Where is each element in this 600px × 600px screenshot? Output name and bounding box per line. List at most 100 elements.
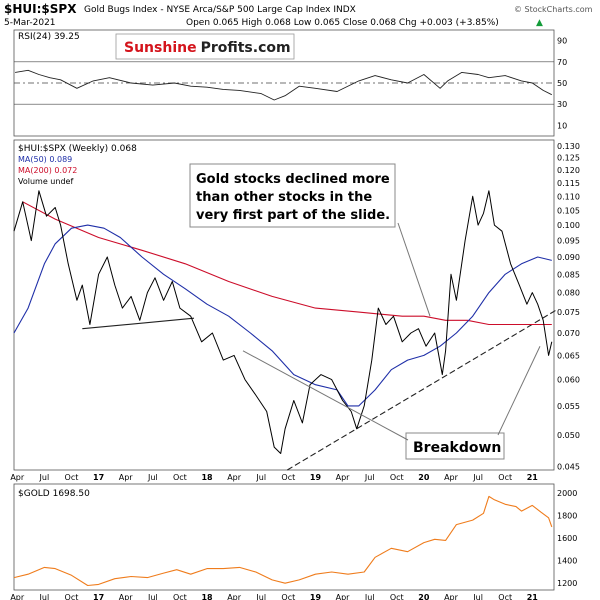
callout-line-2: than other stocks in the bbox=[196, 190, 372, 205]
gold-ytick-label: 2000 bbox=[557, 489, 577, 498]
price-ytick-label: 0.105 bbox=[557, 206, 580, 215]
ma200-legend: MA(200) 0.072 bbox=[18, 166, 77, 175]
support-trendline bbox=[82, 317, 195, 330]
xtick-label: 21 bbox=[527, 593, 539, 600]
rsi-ytick-label: 30 bbox=[557, 100, 567, 109]
xtick-label: Apr bbox=[444, 593, 459, 600]
xtick-label: Jul bbox=[364, 593, 375, 600]
xtick-label: Jul bbox=[255, 473, 266, 482]
xtick-label: Apr bbox=[444, 473, 459, 482]
xtick-label: Jul bbox=[39, 473, 50, 482]
gold-ytick-label: 1200 bbox=[557, 579, 577, 588]
price-ytick-label: 0.100 bbox=[557, 221, 580, 230]
xtick-label: Jul bbox=[472, 593, 483, 600]
xtick-label: Oct bbox=[65, 593, 79, 600]
xtick-label: 20 bbox=[418, 593, 430, 600]
rsi-ytick-label: 70 bbox=[557, 58, 567, 67]
xtick-label: Apr bbox=[336, 593, 351, 600]
ma200-line bbox=[22, 201, 552, 326]
price-ytick-label: 0.085 bbox=[557, 270, 580, 279]
callout-line-1: Gold stocks declined more bbox=[196, 172, 390, 187]
rising-support-trendline bbox=[286, 309, 557, 471]
xtick-label: 19 bbox=[310, 593, 322, 600]
price-ytick-label: 0.060 bbox=[557, 376, 580, 385]
breakdown-pointer-line bbox=[497, 346, 541, 436]
price-ytick-label: 0.075 bbox=[557, 308, 580, 317]
chart-date: 5-Mar-2021 bbox=[4, 18, 56, 28]
ma50-legend: MA(50) 0.089 bbox=[18, 155, 72, 164]
logo-part2: Profits.com bbox=[201, 40, 291, 56]
xtick-label: Apr bbox=[119, 593, 134, 600]
up-arrow-icon: ▲ bbox=[536, 18, 543, 28]
price-ytick-label: 0.125 bbox=[557, 154, 580, 163]
gold-line bbox=[13, 495, 553, 587]
ma50-line bbox=[13, 224, 552, 407]
xtick-label: 20 bbox=[418, 473, 430, 482]
xtick-label: Oct bbox=[65, 473, 79, 482]
callout-pointer-line bbox=[397, 222, 431, 317]
rsi-series-line bbox=[15, 69, 553, 101]
xtick-label: Oct bbox=[498, 593, 512, 600]
price-ytick-label: 0.080 bbox=[557, 289, 580, 298]
ohlc-readout: Open 0.065 High 0.068 Low 0.065 Close 0.… bbox=[186, 18, 499, 28]
xtick-label: Apr bbox=[227, 473, 242, 482]
xtick-label: Apr bbox=[10, 473, 25, 482]
xtick-label: 18 bbox=[201, 473, 213, 482]
rsi-ytick-label: 10 bbox=[557, 121, 567, 130]
logo-box bbox=[115, 33, 295, 60]
price-ytick-label: 0.070 bbox=[557, 329, 580, 338]
xtick-label: Jul bbox=[39, 593, 50, 600]
xtick-label: Oct bbox=[173, 473, 187, 482]
logo-part1: Sunshine bbox=[124, 40, 197, 56]
callout-box bbox=[189, 163, 396, 228]
price-line bbox=[13, 190, 553, 454]
xtick-label: Oct bbox=[173, 593, 187, 600]
gold-ytick-label: 1600 bbox=[557, 534, 577, 543]
price-ytick-label: 0.065 bbox=[557, 351, 580, 360]
stockcharts-watermark: © StockCharts.com bbox=[514, 5, 593, 14]
xtick-label: Jul bbox=[147, 473, 158, 482]
xtick-label: 17 bbox=[93, 593, 104, 600]
xtick-label: Apr bbox=[336, 473, 351, 482]
callout-line-3: very first part of the slide. bbox=[196, 208, 390, 223]
xtick-label: Oct bbox=[390, 473, 404, 482]
gold-panel bbox=[13, 483, 555, 591]
xtick-label: Jul bbox=[472, 473, 483, 482]
chart-description: Gold Bugs Index - NYSE Arca/S&P 500 Larg… bbox=[84, 5, 356, 15]
xtick-label: Oct bbox=[281, 473, 295, 482]
price-ytick-label: 0.050 bbox=[557, 431, 580, 440]
logo: Sunshine Profits.com bbox=[124, 40, 291, 56]
price-ytick-label: 0.115 bbox=[557, 179, 580, 188]
breakdown-annotation: Breakdown bbox=[405, 432, 505, 460]
xtick-label: Jul bbox=[364, 473, 375, 482]
xtick-label: Jul bbox=[147, 593, 158, 600]
xtick-label: 18 bbox=[201, 593, 213, 600]
gold-legend: $GOLD 1698.50 bbox=[18, 489, 90, 499]
xtick-label: Jul bbox=[255, 593, 266, 600]
rsi-ytick-label: 50 bbox=[557, 79, 567, 88]
xtick-label: Oct bbox=[498, 473, 512, 482]
callout-annotation: Gold stocks declined more than other sto… bbox=[189, 163, 396, 228]
xtick-label: Oct bbox=[390, 593, 404, 600]
price-ytick-label: 0.090 bbox=[557, 253, 580, 262]
price-legend: $HUI:$SPX (Weekly) 0.068 bbox=[18, 144, 137, 154]
xtick-label: Apr bbox=[10, 593, 25, 600]
xtick-label: Apr bbox=[119, 473, 134, 482]
xtick-label: 19 bbox=[310, 473, 322, 482]
price-ytick-label: 0.110 bbox=[557, 192, 580, 201]
price-ytick-label: 0.055 bbox=[557, 402, 580, 411]
breakdown-box bbox=[405, 432, 505, 460]
chart-symbol: $HUI:$SPX bbox=[4, 2, 77, 16]
price-ytick-label: 0.120 bbox=[557, 166, 580, 175]
rsi-legend: RSI(24) 39.25 bbox=[18, 32, 80, 42]
gold-ytick-label: 1400 bbox=[557, 557, 577, 566]
volume-legend: Volume undef bbox=[18, 177, 73, 186]
price-ytick-label: 0.045 bbox=[557, 463, 580, 472]
xtick-label: Apr bbox=[227, 593, 242, 600]
price-ytick-label: 0.130 bbox=[557, 142, 580, 151]
gold-ytick-label: 1800 bbox=[557, 512, 577, 521]
rsi-ytick-label: 90 bbox=[557, 37, 567, 46]
breakdown-pointer-line bbox=[242, 350, 409, 441]
price-ytick-label: 0.095 bbox=[557, 237, 580, 246]
